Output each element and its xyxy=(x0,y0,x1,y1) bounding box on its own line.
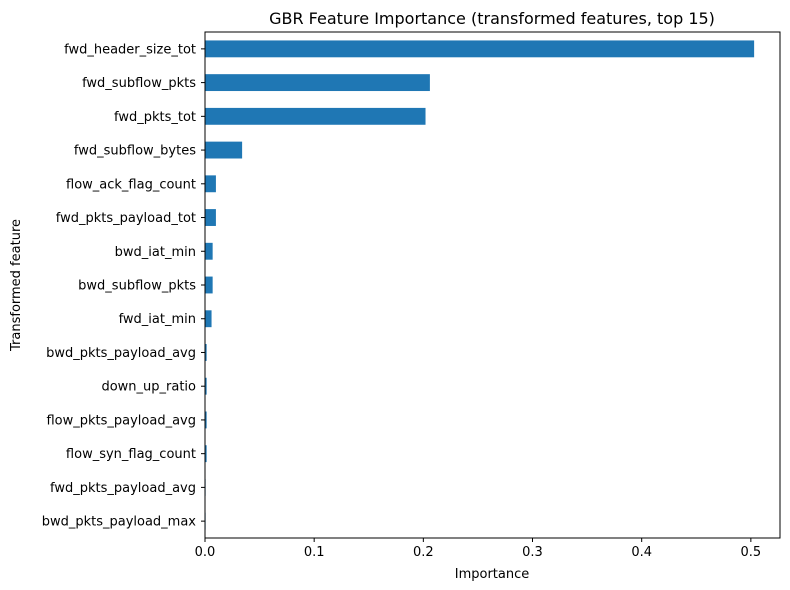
category-label-fwd_subflow_pkts: fwd_subflow_pkts xyxy=(82,76,196,91)
bar-down_up_ratio xyxy=(205,377,207,395)
bar-fwd_header_size_tot xyxy=(205,40,755,58)
x-tick-label: 0.5 xyxy=(741,545,762,560)
bar-fwd_subflow_pkts xyxy=(205,74,430,92)
y-axis-ticks xyxy=(201,48,205,522)
category-label-bwd_iat_min: bwd_iat_min xyxy=(115,245,196,260)
category-label-fwd_iat_min: fwd_iat_min xyxy=(119,312,196,327)
bar-bwd_pkts_payload_avg xyxy=(205,344,207,361)
category-label-flow_pkts_payload_avg: flow_pkts_payload_avg xyxy=(46,413,196,428)
category-label-down_up_ratio: down_up_ratio xyxy=(101,380,196,395)
bar-fwd_subflow_bytes xyxy=(205,141,243,159)
category-label-flow_ack_flag_count: flow_ack_flag_count xyxy=(66,177,196,192)
x-tick-label: 0.4 xyxy=(631,545,652,560)
category-label-bwd_pkts_payload_max: bwd_pkts_payload_max xyxy=(42,515,197,530)
category-labels: fwd_header_size_tot fwd_subflow_pkts fwd_p… xyxy=(42,42,197,529)
bar-fwd_iat_min xyxy=(205,310,212,328)
x-tick-label: 0.3 xyxy=(522,545,543,560)
plot-frame xyxy=(204,31,781,539)
category-label-bwd_pkts_payload_avg: bwd_pkts_payload_avg xyxy=(46,346,196,361)
x-tick-label: 0.2 xyxy=(413,545,434,560)
category-label-flow_syn_flag_count: flow_syn_flag_count xyxy=(66,447,196,462)
bar-fwd_pkts_tot xyxy=(205,107,426,125)
category-label-fwd_header_size_tot: fwd_header_size_tot xyxy=(64,42,196,57)
bar-flow_ack_flag_count xyxy=(205,175,216,193)
chart-title: GBR Feature Importance (transformed feat… xyxy=(269,9,715,28)
bar-fwd_pkts_payload_tot xyxy=(205,209,216,226)
bar-flow_pkts_payload_avg xyxy=(205,411,207,429)
y-axis-label: Transformed feature xyxy=(9,219,24,352)
x-axis-ticks: 0.0 0.1 0.2 0.3 0.4 0.5 xyxy=(195,538,762,560)
category-label-fwd_subflow_bytes: fwd_subflow_bytes xyxy=(74,144,196,159)
bar-bwd_iat_min xyxy=(205,242,213,260)
category-label-fwd_pkts_payload_avg: fwd_pkts_payload_avg xyxy=(50,481,196,496)
bar-flow_syn_flag_count xyxy=(205,445,207,463)
x-tick-label: 0.0 xyxy=(195,545,216,560)
bars-layer xyxy=(205,40,755,530)
x-tick-label: 0.1 xyxy=(304,545,325,560)
category-label-fwd_pkts_payload_tot: fwd_pkts_payload_tot xyxy=(56,211,196,226)
bar-bwd_subflow_pkts xyxy=(205,276,213,294)
category-label-bwd_subflow_pkts: bwd_subflow_pkts xyxy=(78,279,196,294)
x-axis-label: Importance xyxy=(455,567,530,582)
category-label-fwd_pkts_tot: fwd_pkts_tot xyxy=(114,110,196,125)
